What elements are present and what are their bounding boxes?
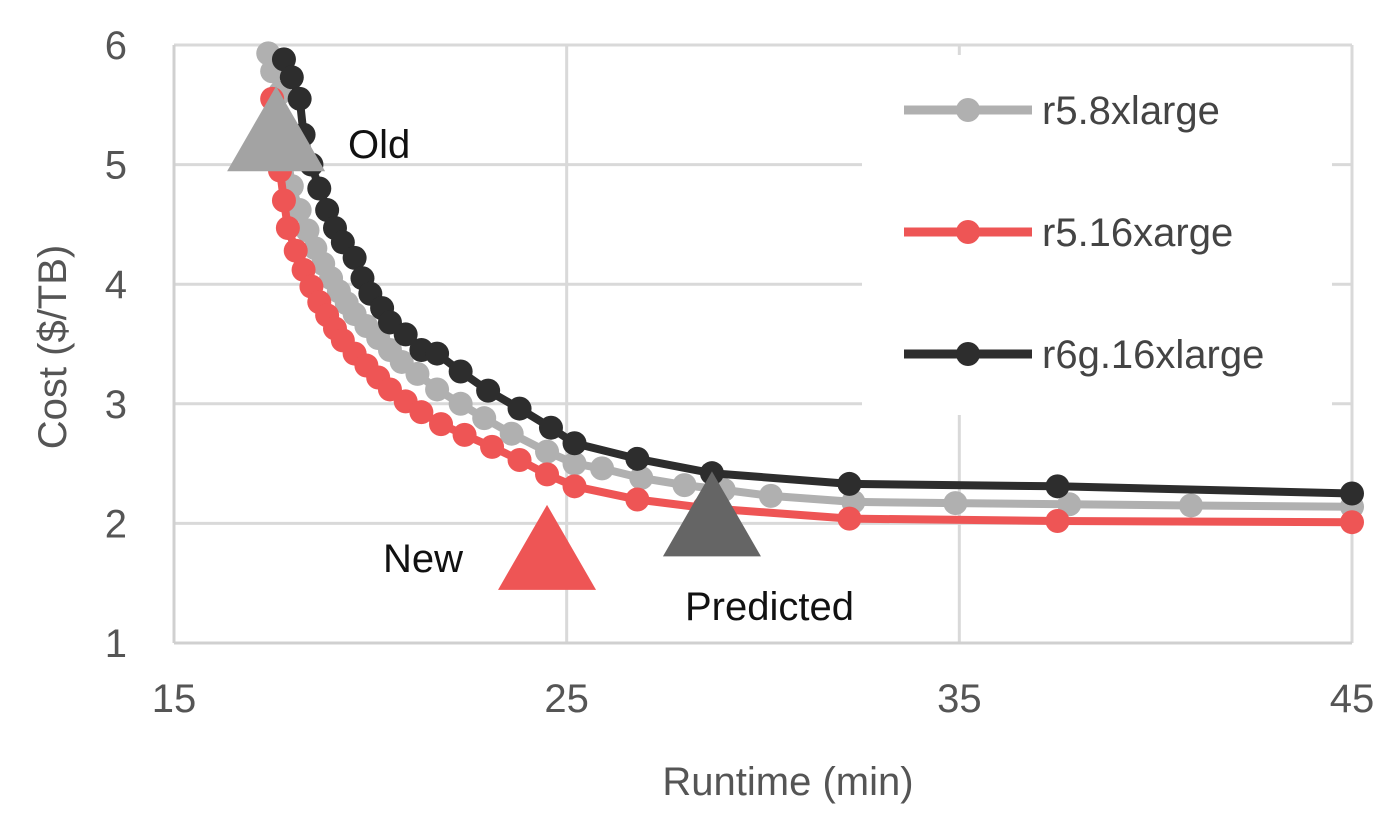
old-triangle-marker [227, 86, 326, 172]
x-tick-label: 25 [544, 677, 589, 721]
data-point [448, 359, 473, 384]
data-point [535, 462, 560, 487]
data-point [1340, 481, 1364, 506]
data-point [758, 483, 783, 508]
predicted-triangle-marker [662, 471, 761, 557]
data-point [452, 422, 477, 447]
data-point [1179, 493, 1204, 518]
data-point [393, 322, 418, 347]
data-point [295, 218, 320, 243]
data-point [342, 245, 367, 270]
old-label: Old [348, 123, 410, 167]
y-tick-label: 3 [105, 383, 127, 427]
data-point [279, 65, 304, 90]
series-r6g.16xlarge [271, 47, 1364, 506]
data-point [480, 434, 505, 459]
series-layer [256, 41, 1364, 535]
data-point [672, 473, 697, 498]
y-axis-title: Cost ($/TB) [31, 245, 75, 449]
data-point [629, 465, 654, 490]
data-point [1340, 510, 1364, 535]
data-point [429, 412, 454, 437]
y-tick-label: 4 [105, 263, 127, 307]
x-tick-label: 35 [937, 677, 982, 721]
x-tick-label: 15 [152, 677, 197, 721]
data-point [837, 506, 862, 531]
data-point [837, 471, 862, 496]
data-point [307, 176, 332, 201]
data-point [943, 491, 968, 516]
data-point [1057, 492, 1082, 517]
data-point [425, 377, 450, 402]
data-point [315, 198, 340, 223]
legend-marker-1 [956, 220, 980, 244]
data-point [287, 86, 312, 111]
data-point [590, 456, 615, 481]
y-tick-label: 6 [105, 24, 127, 68]
legend-label-0: r5.8xlarge [1042, 89, 1220, 133]
data-point [1045, 509, 1070, 534]
data-point [625, 446, 650, 471]
data-point [538, 415, 563, 440]
data-point [425, 341, 450, 366]
legend-marker-2 [956, 342, 980, 366]
data-point [625, 487, 650, 512]
data-point [562, 451, 587, 476]
new-triangle-marker [498, 504, 597, 590]
data-point [507, 396, 532, 421]
data-point [405, 361, 430, 386]
data-point [409, 400, 434, 425]
y-tick-label: 1 [105, 622, 127, 666]
annotations-layer: Old New Predicted [227, 86, 854, 629]
new-label: New [383, 537, 463, 581]
data-point [562, 474, 587, 499]
data-point [499, 421, 524, 446]
x-tick-label: 45 [1330, 677, 1375, 721]
x-axis-title: Runtime (min) [662, 760, 913, 804]
data-point [476, 378, 501, 403]
y-tick-label: 5 [105, 144, 127, 188]
data-point [507, 448, 532, 473]
data-point [271, 188, 296, 213]
data-point [535, 439, 560, 464]
predicted-label: Predicted [685, 585, 854, 629]
y-tick-label: 2 [105, 502, 127, 546]
data-point [448, 391, 473, 416]
legend-label-2: r6g.16xlarge [1042, 333, 1264, 377]
data-point [275, 215, 300, 240]
data-point [283, 238, 308, 263]
legend-label-1: r5.16xarge [1042, 211, 1233, 255]
legend: r5.8xlarge r5.16xarge r6g.16xlarge [862, 55, 1332, 415]
legend-marker-0 [956, 98, 980, 122]
data-point [562, 431, 587, 456]
data-point [1045, 474, 1070, 499]
data-point [472, 406, 497, 431]
data-point [271, 47, 296, 72]
